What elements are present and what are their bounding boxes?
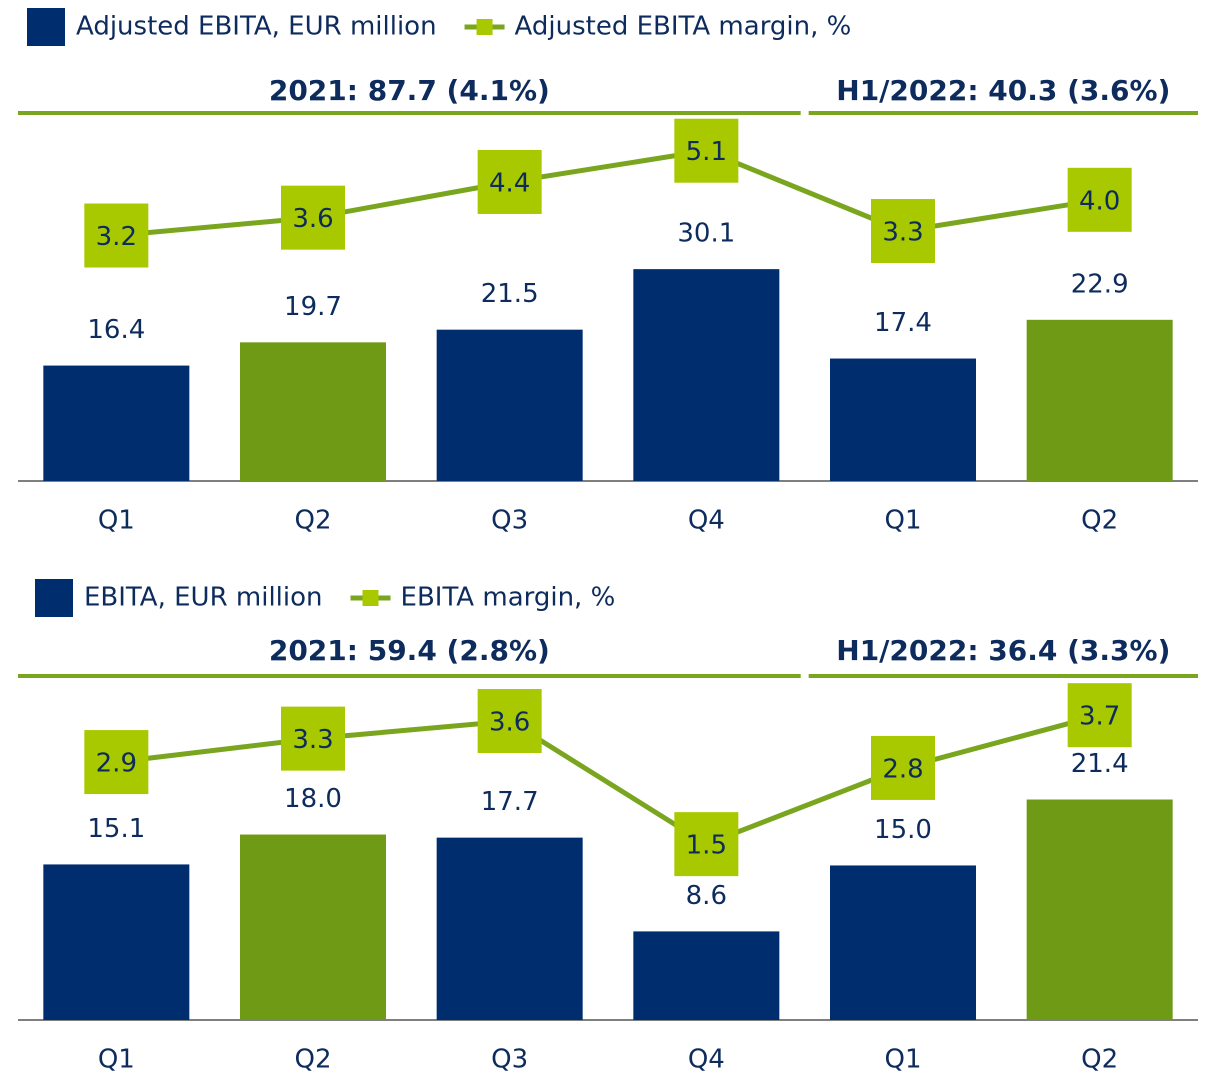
x-tick-label: Q3: [491, 506, 528, 536]
bar: [43, 365, 190, 481]
line-marker: [674, 812, 739, 877]
legend-label: EBITA margin, %: [401, 583, 616, 613]
x-tick-label: Q1: [98, 506, 135, 536]
bar: [633, 269, 780, 481]
value-label: 21.4: [1071, 749, 1129, 779]
bar: [43, 864, 190, 1020]
line-marker: [281, 706, 345, 771]
value-label: 3.3: [882, 218, 923, 248]
legend-label: EBITA, EUR million: [84, 583, 323, 613]
bar: [436, 837, 583, 1020]
x-tick-label: Q2: [294, 506, 331, 536]
line-marker: [477, 149, 542, 214]
line-marker: [674, 118, 739, 183]
bar: [830, 358, 976, 481]
value-label: 4.0: [1079, 186, 1120, 216]
value-label: 8.6: [686, 881, 727, 911]
line-marker: [871, 199, 935, 264]
legend-swatch: [35, 579, 73, 617]
value-label: 3.6: [489, 708, 530, 738]
line-marker: [477, 689, 542, 754]
x-tick-label: Q1: [884, 506, 921, 536]
value-label: 22.9: [1071, 269, 1129, 299]
value-label: 5.1: [686, 137, 727, 167]
bar: [436, 329, 583, 481]
value-label: 30.1: [677, 219, 735, 249]
x-tick-label: Q2: [294, 1045, 331, 1075]
bar: [240, 342, 386, 481]
group-header: H1/2022: 40.3 (3.6%): [836, 74, 1170, 107]
x-tick-label: Q2: [1081, 1045, 1118, 1075]
legend-label: Adjusted EBITA margin, %: [515, 12, 852, 42]
value-label: 3.6: [292, 204, 333, 234]
value-label: 3.3: [292, 725, 333, 755]
line-marker: [84, 730, 149, 795]
x-tick-label: Q2: [1081, 506, 1118, 536]
bar: [633, 931, 780, 1020]
value-label: 4.4: [489, 168, 530, 198]
x-tick-label: Q3: [491, 1045, 528, 1075]
line-marker: [281, 185, 345, 250]
line: [116, 712, 1101, 847]
value-label: 15.0: [874, 815, 932, 845]
group-header: 2021: 59.4 (2.8%): [269, 634, 550, 667]
value-label: 1.5: [686, 831, 727, 861]
value-label: 3.7: [1079, 702, 1120, 732]
value-label: 19.7: [284, 292, 342, 322]
value-label: 2.9: [96, 749, 137, 779]
line-marker: [1067, 683, 1132, 748]
x-tick-label: Q4: [688, 506, 725, 536]
bar: [1026, 319, 1173, 481]
legend-swatch: [27, 8, 65, 46]
x-tick-label: Q4: [688, 1045, 725, 1075]
value-label: 3.2: [96, 222, 137, 252]
legend-label: Adjusted EBITA, EUR million: [76, 12, 437, 42]
value-label: 17.4: [874, 308, 932, 338]
value-label: 18.0: [284, 784, 342, 814]
group-header: 2021: 87.7 (4.1%): [269, 74, 550, 107]
bar: [240, 834, 386, 1020]
legend-marker: [362, 590, 379, 606]
value-label: 2.8: [882, 754, 923, 784]
value-label: 15.1: [87, 814, 145, 844]
bar: [830, 865, 976, 1020]
group-header: H1/2022: 36.4 (3.3%): [836, 634, 1170, 667]
x-tick-label: Q1: [884, 1045, 921, 1075]
value-label: 21.5: [481, 279, 539, 309]
value-label: 16.4: [87, 315, 145, 345]
line-marker: [1067, 167, 1132, 232]
line: [116, 148, 1101, 239]
bar: [1026, 799, 1173, 1020]
x-tick-label: Q1: [98, 1045, 135, 1075]
legend-marker: [476, 19, 493, 35]
line-marker: [871, 735, 935, 800]
value-label: 17.7: [481, 787, 539, 817]
line-marker: [84, 203, 149, 268]
